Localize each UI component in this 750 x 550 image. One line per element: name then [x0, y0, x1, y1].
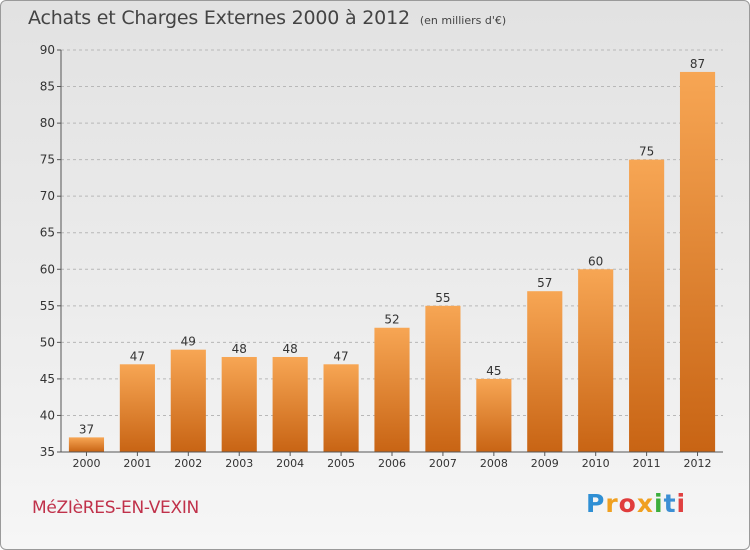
y-tick-label: 75	[40, 153, 55, 167]
x-tick-label: 2002	[174, 457, 202, 470]
logo-letter: i	[676, 489, 687, 518]
labels: 35 40 45 50 55 60 65 70 75 80 85 90 2000 37 2001 47 2002…	[40, 43, 712, 470]
bar-2005	[323, 364, 359, 452]
bar-2003	[221, 356, 257, 452]
bar-2000	[68, 437, 105, 452]
x-tick-label: 2012	[684, 457, 712, 470]
data-label: 49	[181, 335, 196, 349]
data-label: 87	[690, 57, 705, 71]
data-label: 75	[639, 145, 654, 159]
y-tick-label: 65	[40, 226, 55, 240]
town-name: MéZIèRES-EN-VEXIN	[32, 498, 199, 518]
data-label: 47	[333, 349, 348, 363]
bar-2007	[425, 305, 461, 452]
data-label: 47	[130, 349, 145, 363]
y-tick-label: 70	[40, 189, 55, 203]
x-tick-label: 2006	[378, 457, 406, 470]
x-tick-label: 2000	[72, 457, 100, 470]
title-row: Achats et Charges Externes 2000 à 2012 (e…	[28, 7, 506, 29]
data-label: 57	[537, 276, 552, 290]
bar-2012	[679, 71, 716, 452]
x-tick-label: 2005	[327, 457, 355, 470]
x-tick-label: 2004	[276, 457, 304, 470]
y-tick-label: 55	[40, 299, 55, 313]
data-label: 45	[486, 364, 501, 378]
bar-2009	[527, 291, 563, 452]
logo-letter: o	[618, 489, 637, 518]
data-label: 52	[384, 313, 399, 327]
logo-letter: i	[654, 489, 664, 518]
y-tick-label: 50	[40, 335, 55, 349]
bar-2004	[272, 356, 308, 452]
y-tick-label: 80	[40, 116, 55, 130]
x-tick-label: 2007	[429, 457, 457, 470]
bar-2006	[374, 327, 410, 452]
data-label: 55	[435, 291, 450, 305]
x-tick-label: 2008	[480, 457, 508, 470]
chart-unit: (en milliers d'€)	[419, 14, 507, 27]
bar-2001	[119, 364, 155, 452]
data-label: 48	[232, 342, 247, 356]
bar-2008	[476, 378, 512, 452]
data-label: 37	[79, 422, 94, 436]
y-tick-label: 35	[40, 445, 55, 459]
logo-letter: r	[605, 489, 619, 518]
y-tick-label: 40	[40, 408, 55, 422]
data-label: 60	[588, 254, 603, 268]
proxiti-logo: Proxiti	[586, 489, 686, 518]
bars	[68, 71, 716, 453]
x-tick-label: 2003	[225, 457, 253, 470]
logo-letter: P	[586, 489, 606, 518]
x-tick-label: 2011	[633, 457, 661, 470]
x-tick-label: 2010	[582, 457, 610, 470]
y-tick-label: 60	[40, 262, 55, 276]
chart-title: Achats et Charges Externes 2000 à 2012	[28, 7, 410, 29]
axes	[57, 49, 723, 456]
data-label: 48	[283, 342, 298, 356]
y-tick-label: 90	[40, 43, 55, 57]
y-tick-label: 85	[40, 80, 55, 94]
bar-2002	[170, 349, 206, 452]
x-tick-label: 2001	[123, 457, 151, 470]
bar-2010	[578, 269, 614, 452]
logo-letter: x	[636, 489, 654, 518]
y-tick-label: 45	[40, 372, 55, 386]
bar-2011	[629, 159, 665, 453]
logo-letter: t	[663, 489, 677, 518]
x-tick-label: 2009	[531, 457, 559, 470]
